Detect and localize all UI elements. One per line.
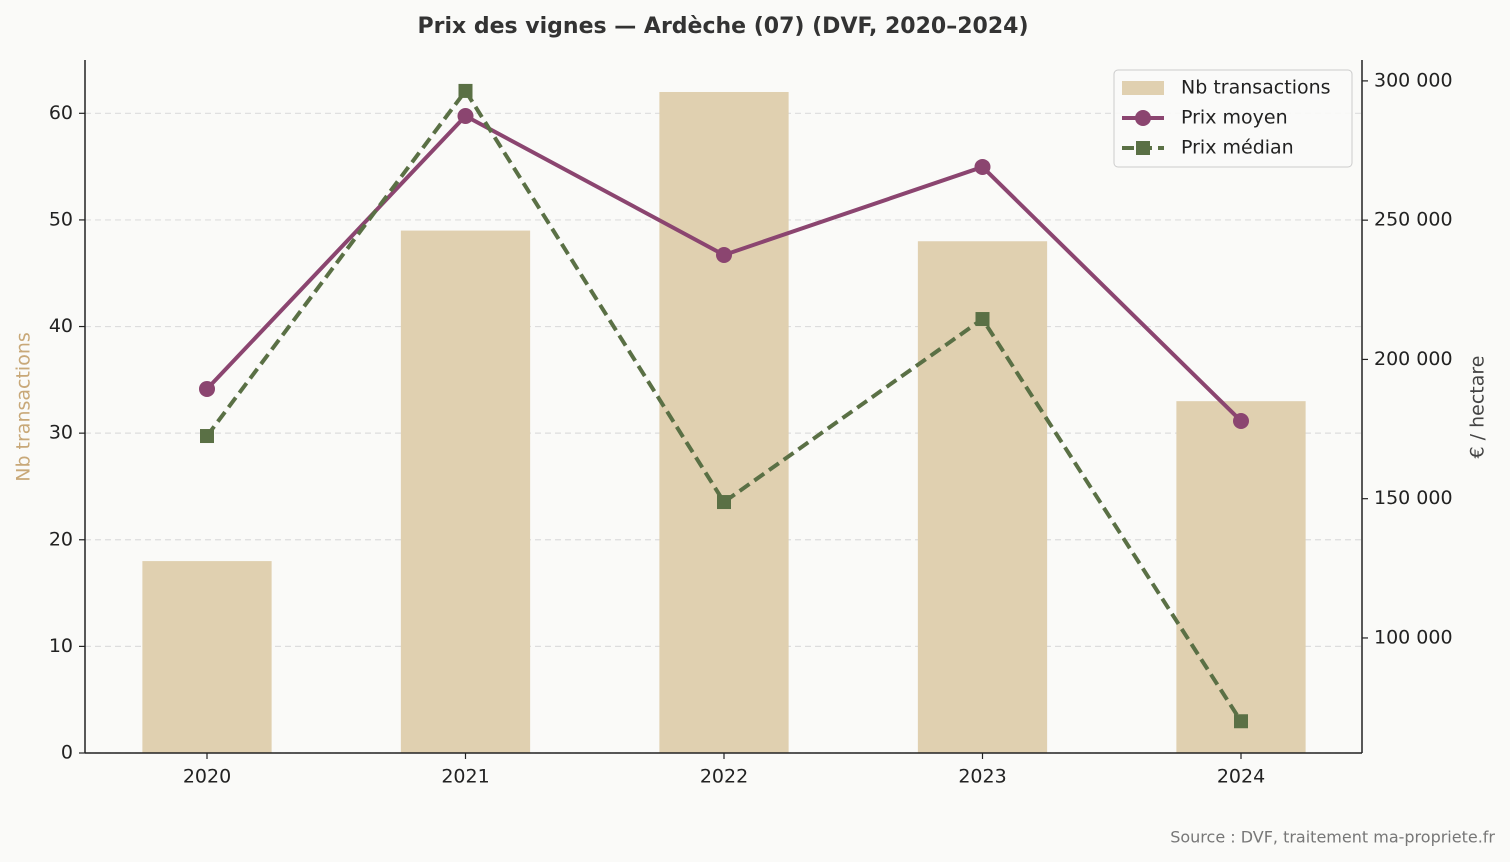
y2-tick-label: 150 000 (1374, 487, 1453, 509)
bar (400, 230, 531, 754)
marker (974, 158, 991, 175)
bar (917, 241, 1048, 753)
legend-marker (1135, 110, 1151, 126)
y-tick-label: 60 (49, 102, 73, 124)
bar (1176, 401, 1306, 753)
x-tick-label: 2022 (700, 766, 748, 788)
legend-label: Prix moyen (1181, 107, 1288, 129)
y-tick-label: 40 (49, 315, 73, 337)
y2-tick-label: 250 000 (1374, 209, 1453, 231)
x-tick-label: 2021 (441, 766, 489, 788)
y2-tick-label: 300 000 (1374, 69, 1453, 91)
y-axis-label: Nb transactions (13, 332, 35, 482)
chart-title: Prix des vignes — Ardèche (07) (DVF, 202… (418, 14, 1029, 39)
y-tick-label: 20 (49, 528, 73, 550)
marker (200, 429, 214, 444)
marker (1234, 714, 1248, 729)
x-tick-label: 2023 (958, 766, 1006, 788)
x-tick-label: 2020 (183, 766, 231, 788)
y-tick-label: 50 (49, 208, 73, 230)
marker (199, 380, 215, 397)
legend-label: Prix médian (1181, 137, 1294, 159)
y2-tick-label: 200 000 (1374, 348, 1453, 370)
legend: Nb transactions Prix moyen Prix médian (1113, 69, 1353, 168)
line (205, 87, 1243, 723)
legend-box (1113, 69, 1353, 168)
legend-swatch (1122, 81, 1164, 95)
legend-marker (1136, 141, 1150, 155)
legend-label: Nb transactions (1181, 77, 1331, 99)
marker (457, 107, 474, 124)
marker (717, 495, 731, 510)
marker (975, 312, 990, 327)
x-tick-label: 2024 (1217, 766, 1265, 788)
marker (458, 83, 473, 98)
y-tick-label: 10 (49, 635, 73, 657)
marker (716, 246, 732, 263)
y2-tick-label: 100 000 (1374, 626, 1453, 648)
y2-axis-label: € / hectare (1467, 356, 1489, 459)
marker (1233, 412, 1249, 429)
bar (659, 91, 789, 753)
source-note: Source : DVF, traitement ma-propriete.fr (1170, 828, 1495, 847)
y-tick-label: 30 (49, 422, 73, 444)
y-tick-label: 0 (61, 742, 73, 764)
bar (142, 561, 272, 753)
